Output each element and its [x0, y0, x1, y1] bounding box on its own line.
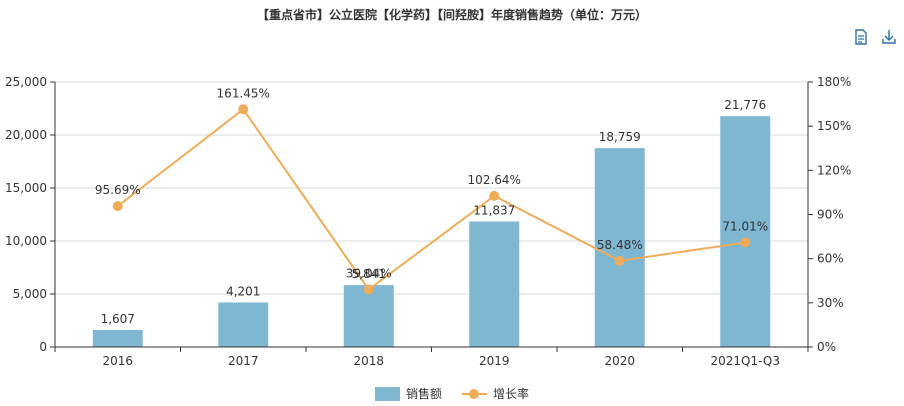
legend-line-swatch: [462, 387, 487, 401]
legend-bar-swatch: [374, 386, 400, 401]
bar: [469, 221, 520, 347]
x-tick-label: 2020: [604, 354, 635, 368]
growth-point: [740, 237, 751, 248]
y-left-tick-label: 10,000: [5, 234, 47, 248]
bar: [92, 329, 143, 347]
growth-value-label: 71.01%: [722, 219, 768, 233]
x-tick-label: 2018: [353, 354, 384, 368]
legend: 销售额 增长率: [0, 385, 904, 402]
growth-value-label: 102.64%: [468, 173, 521, 187]
growth-point: [614, 255, 625, 266]
legend-growth-label: 增长率: [493, 387, 530, 401]
y-right-tick-label: 180%: [817, 75, 851, 89]
bar: [594, 148, 645, 347]
growth-value-label: 58.48%: [597, 238, 643, 252]
growth-value-label: 95.69%: [95, 183, 141, 197]
bar-value-label: 5,841: [352, 267, 386, 281]
y-right-tick-label: 60%: [817, 252, 844, 266]
y-left-tick-label: 25,000: [5, 75, 47, 89]
bar-value-label: 11,837: [473, 204, 515, 218]
line-series: [112, 104, 751, 295]
legend-item-sales[interactable]: 销售额: [374, 385, 442, 402]
x-tick-label: 2019: [479, 354, 510, 368]
growth-value-label: 39.04%: [346, 267, 392, 281]
chart-canvas: 1,607 4,201 5,841 11,837 18,759 21,776 95.69% 1…: [5, 75, 851, 368]
growth-point: [363, 284, 374, 295]
chart-title: 【重点省市】公立医院【化学药】【间羟胺】年度销售趋势（单位：万元）: [256, 8, 647, 22]
y-right-tick-label: 120%: [817, 163, 851, 177]
y-left-tick-label: 15,000: [5, 181, 47, 195]
x-tick-label: 2016: [102, 354, 133, 368]
y-right-tick-label: 150%: [817, 119, 851, 133]
bar: [343, 285, 394, 347]
bar: [720, 116, 771, 347]
y-right-tick-label: 90%: [817, 208, 844, 222]
document-icon[interactable]: [852, 28, 870, 46]
bar-series: [92, 116, 771, 347]
y-left-tick-label: 5,000: [13, 287, 47, 301]
y-right-tick-label: 30%: [817, 296, 844, 310]
y-left-tick-label: 0: [39, 340, 47, 354]
growth-point: [238, 104, 249, 115]
x-tick-label: 2017: [228, 354, 259, 368]
legend-sales-label: 销售额: [405, 387, 442, 401]
bar-value-label: 1,607: [101, 312, 135, 326]
x-tick-label: 2021Q1-Q3: [711, 354, 780, 368]
growth-point: [489, 190, 500, 201]
grid-lines: [55, 81, 808, 295]
download-icon[interactable]: [880, 28, 898, 46]
bar: [218, 302, 269, 347]
y-left-tick-label: 20,000: [5, 128, 47, 142]
bar-value-label: 4,201: [226, 284, 260, 298]
growth-value-label: 161.45%: [217, 86, 270, 100]
bar-value-label: 21,776: [724, 98, 766, 112]
y-right-tick-label: 0%: [817, 340, 836, 354]
growth-point: [112, 201, 123, 212]
chart-toolbar: [852, 28, 898, 46]
growth-line: [117, 107, 746, 291]
legend-item-growth[interactable]: 增长率: [462, 385, 529, 402]
axes: 0 5,000 10,000 15,000 20,000 25,000 0% 30% 60% 90…: [5, 75, 851, 368]
bar-value-label: 18,759: [599, 130, 641, 144]
data-labels: 1,607 4,201 5,841 11,837 18,759 21,776 95.69% 1…: [95, 86, 768, 326]
